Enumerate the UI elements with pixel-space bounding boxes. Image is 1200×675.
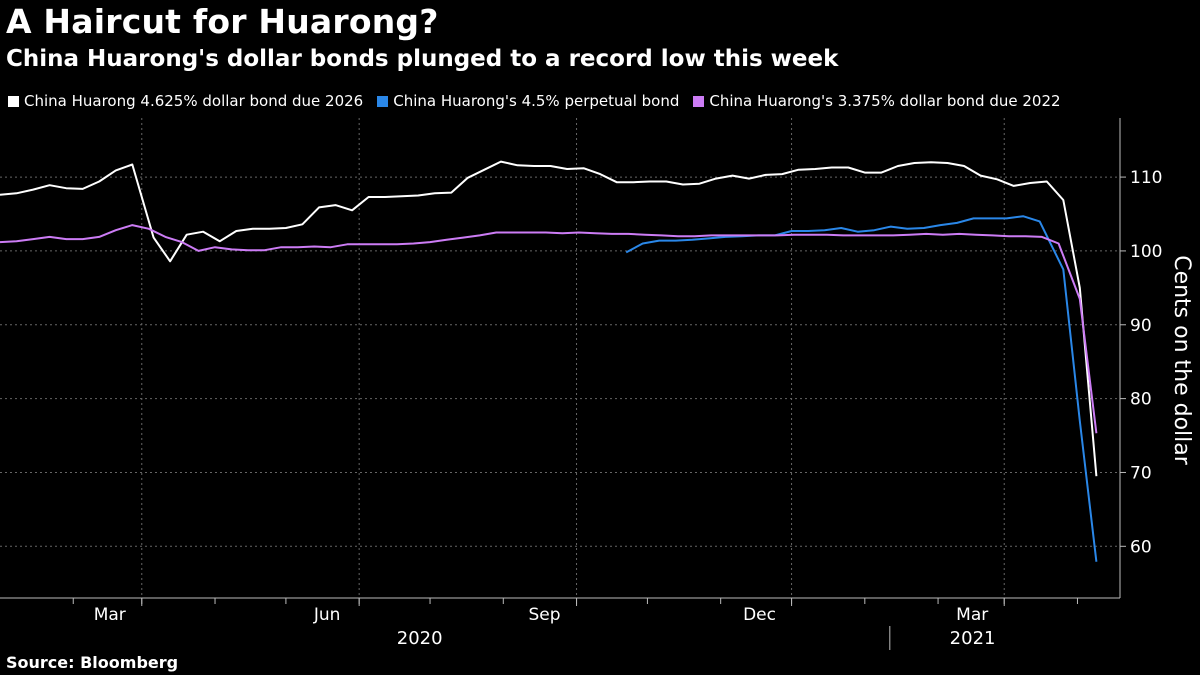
x-tick-label: Sep: [529, 605, 561, 625]
year-label: 2021: [950, 628, 996, 649]
legend-entry-2022-bond: China Huarong's 3.375% dollar bond due 2…: [693, 90, 1061, 112]
legend-label-2026-bond: China Huarong 4.625% dollar bond due 202…: [24, 92, 364, 110]
series-line-2: [0, 224, 1098, 434]
legend-swatch-2026-bond: [8, 95, 19, 107]
series-line-1: [625, 215, 1098, 562]
tick-labels: 60 70 80 90 100 110 Mar Jun Sep Dec Mar 2020 2021: [94, 168, 1163, 649]
x-tick-label: Dec: [743, 605, 776, 625]
y-tick-label: 90: [1130, 316, 1152, 336]
series-line-0: [0, 160, 1098, 477]
chart-title: A Haircut for Huarong?: [6, 2, 439, 41]
y-tick-label: 70: [1130, 463, 1152, 483]
x-tick-label: Mar: [94, 605, 126, 625]
grid-lines: [0, 118, 1120, 598]
legend-swatch-perpetual-bond: [377, 95, 389, 107]
legend-swatch-2022-bond: [693, 95, 705, 107]
legend-label-perpetual-bond: China Huarong's 4.5% perpetual bond: [393, 92, 680, 110]
x-tick-label: Mar: [956, 605, 988, 625]
y-tick-label: 100: [1130, 242, 1162, 262]
y-tick-label: 80: [1130, 390, 1152, 410]
x-tick-label: Jun: [313, 605, 341, 625]
series-lines: [0, 160, 1098, 562]
y-tick-label: 110: [1130, 168, 1162, 188]
legend-label-2022-bond: China Huarong's 3.375% dollar bond due 2…: [709, 92, 1061, 110]
legend-entry-perpetual-bond: China Huarong's 4.5% perpetual bond: [377, 90, 679, 112]
legend-entry-2026-bond: China Huarong 4.625% dollar bond due 202…: [8, 90, 363, 112]
axes: [0, 118, 1126, 650]
y-tick-label: 60: [1130, 537, 1152, 557]
chart-legend: China Huarong 4.625% dollar bond due 202…: [8, 90, 1061, 112]
chart-subtitle: China Huarong's dollar bonds plunged to …: [6, 46, 839, 72]
y-axis-label: Cents on the dollar: [1169, 255, 1194, 466]
year-label: 2020: [397, 628, 443, 649]
source-note: Source: Bloomberg: [6, 653, 179, 672]
